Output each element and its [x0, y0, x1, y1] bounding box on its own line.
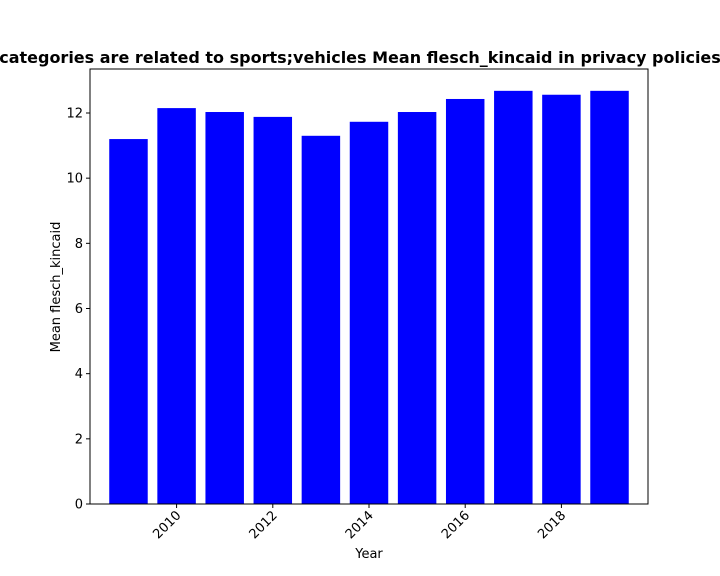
y-tick-label: 2 [75, 432, 83, 447]
y-tick-label: 12 [66, 106, 83, 121]
bar-2013 [301, 135, 341, 504]
x-axis-label: Year [354, 547, 383, 562]
x-tick-label: 2012 [247, 508, 281, 542]
y-tick-label: 8 [75, 237, 83, 252]
chart-title: categories are related to sports;vehicle… [0, 48, 720, 67]
bar-2010 [157, 108, 196, 504]
bar-2016 [445, 98, 485, 504]
bar-2017 [494, 90, 533, 505]
bar-2018 [542, 94, 581, 504]
bar-2014 [349, 121, 389, 505]
y-tick-label: 6 [75, 302, 83, 317]
bar-2012 [253, 116, 293, 505]
bar-2009 [109, 139, 148, 504]
x-tick-label: 2014 [343, 508, 377, 542]
bar-2019 [590, 90, 629, 505]
y-tick-label: 10 [66, 172, 83, 187]
bars-group [109, 90, 629, 505]
x-tick-label: 2016 [439, 508, 473, 542]
y-tick-label: 0 [75, 498, 83, 513]
bar-2011 [205, 112, 244, 505]
y-tick-label: 4 [75, 367, 83, 382]
x-tick-label: 2010 [150, 508, 184, 542]
y-axis: 0 2 4 6 8 10 12 [66, 106, 90, 513]
x-tick-label: 2018 [535, 508, 569, 542]
y-axis-label: Mean flesch_kincaid [49, 222, 64, 353]
bar-2015 [397, 112, 437, 505]
x-axis: 2010 2012 2014 2016 2018 [150, 504, 569, 542]
